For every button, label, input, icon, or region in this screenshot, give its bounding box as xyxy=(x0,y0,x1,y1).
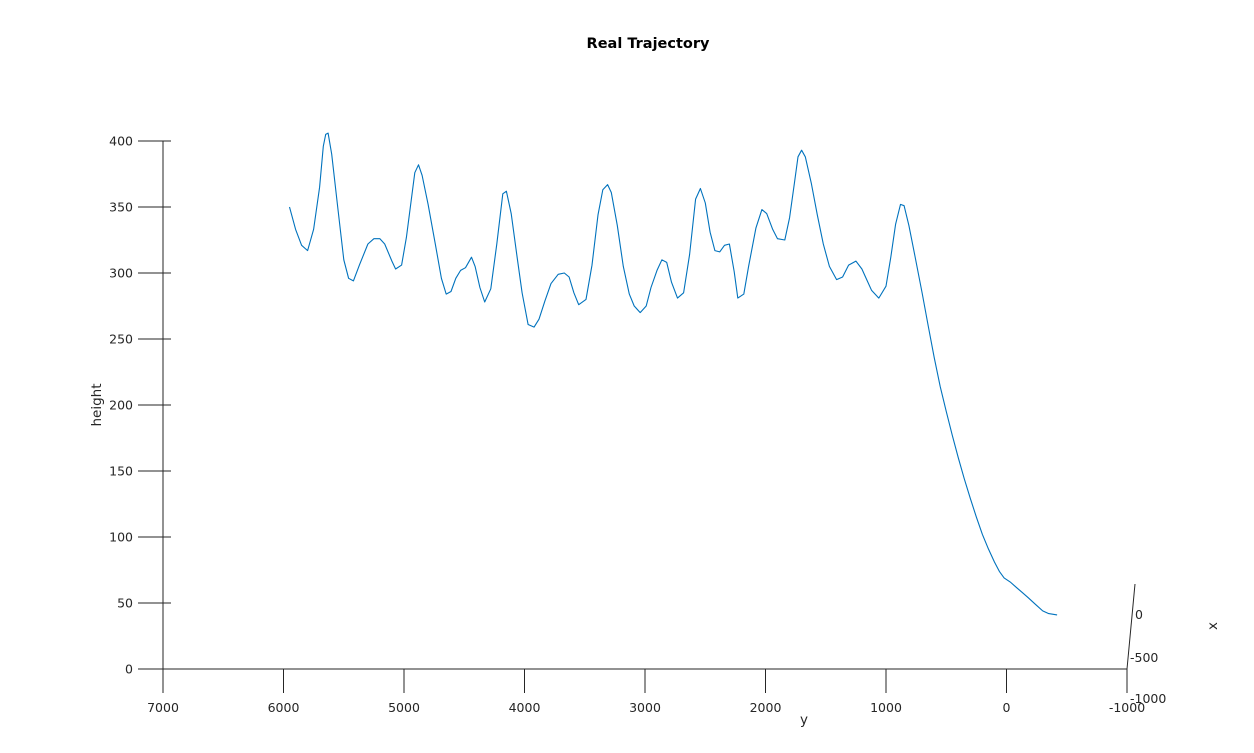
y-tick-label: 300 xyxy=(109,266,133,281)
x-tick-label: 1000 xyxy=(870,700,902,715)
x-axis-label: y xyxy=(800,712,808,728)
depth-axis: 0 -500 -1000 xyxy=(1126,583,1166,706)
x-tick-label: -1000 xyxy=(1109,700,1145,715)
y-axis-label: height xyxy=(89,383,105,426)
x-tick-label: 4000 xyxy=(509,700,541,715)
trajectory-line xyxy=(288,132,1058,616)
x-tick-label: 6000 xyxy=(268,700,300,715)
x-tick-label: 7000 xyxy=(147,700,179,715)
x-tick-label: 3000 xyxy=(629,700,661,715)
x-tick-label: 5000 xyxy=(388,700,420,715)
y-tick-label: 100 xyxy=(109,530,133,545)
y-tick-label: 350 xyxy=(109,200,133,215)
y-tick-label: 400 xyxy=(109,134,133,149)
y-tick-label: 200 xyxy=(109,398,133,413)
x-tick-label: 0 xyxy=(1003,700,1011,715)
y-tick-label: 0 xyxy=(125,662,133,677)
depth-ticks: 0 -500 -1000 xyxy=(1130,607,1166,706)
depth-tick-label: 0 xyxy=(1135,607,1143,622)
y-tick-label: 250 xyxy=(109,332,133,347)
x-axis: 7000 6000 5000 4000 3000 2000 1000 0 -1000 xyxy=(147,668,1145,715)
chart-title: Real Trajectory xyxy=(587,36,710,52)
x-ticks: 7000 6000 5000 4000 3000 2000 1000 0 -1000 xyxy=(147,669,1145,715)
depth-tick-label: -500 xyxy=(1130,650,1158,665)
depth-axis-line xyxy=(1126,583,1136,670)
y-tick-label: 150 xyxy=(109,464,133,479)
series-layer xyxy=(288,132,1058,616)
y-axis: 0 50 100 150 200 250 300 350 400 xyxy=(109,134,171,677)
depth-axis-label: x xyxy=(1205,622,1221,630)
y-tick-label: 50 xyxy=(117,596,133,611)
depth-tick-label: -1000 xyxy=(1130,691,1166,706)
y-ticks: 0 50 100 150 200 250 300 350 400 xyxy=(109,134,171,677)
x-tick-label: 2000 xyxy=(750,700,782,715)
